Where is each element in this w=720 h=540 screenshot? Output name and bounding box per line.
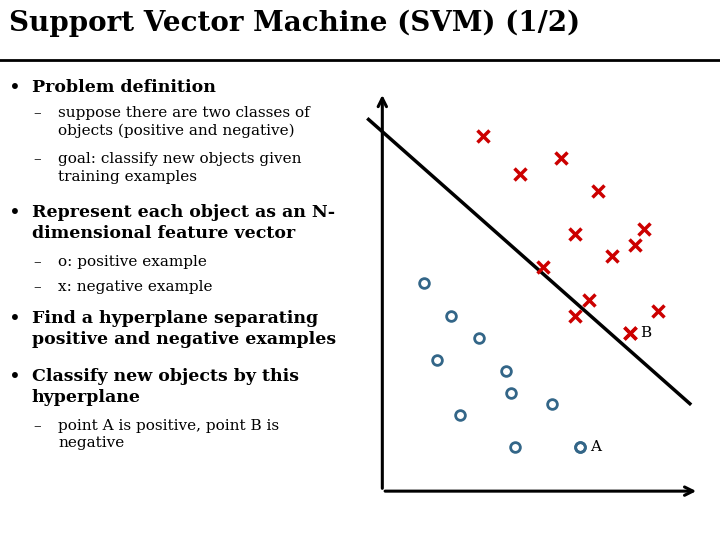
Text: Support Vector Machine (SVM) (1/2): Support Vector Machine (SVM) (1/2) [9,10,580,37]
Text: –: – [34,106,41,120]
Text: Find a hyperplane separating
positive and negative examples: Find a hyperplane separating positive an… [32,310,336,348]
Text: •: • [9,204,21,222]
Text: point A is positive, point B is
negative: point A is positive, point B is negative [58,419,279,450]
Text: –: – [34,419,41,433]
Text: suppose there are two classes of
objects (positive and negative): suppose there are two classes of objects… [58,106,310,138]
Text: •: • [9,368,21,387]
Text: A: A [590,441,600,454]
Text: goal: classify new objects given
training examples: goal: classify new objects given trainin… [58,152,302,184]
Text: Classify new objects by this
hyperplane: Classify new objects by this hyperplane [32,368,299,406]
Text: o: positive example: o: positive example [58,255,207,269]
Text: •: • [9,310,21,329]
Text: •: • [9,79,21,98]
Text: –: – [34,255,41,269]
Text: x: negative example: x: negative example [58,280,212,294]
Text: –: – [34,280,41,294]
Text: Represent each object as an N-
dimensional feature vector: Represent each object as an N- dimension… [32,204,335,241]
Text: Problem definition: Problem definition [32,79,216,96]
Text: –: – [34,152,41,166]
Text: B: B [640,326,652,340]
